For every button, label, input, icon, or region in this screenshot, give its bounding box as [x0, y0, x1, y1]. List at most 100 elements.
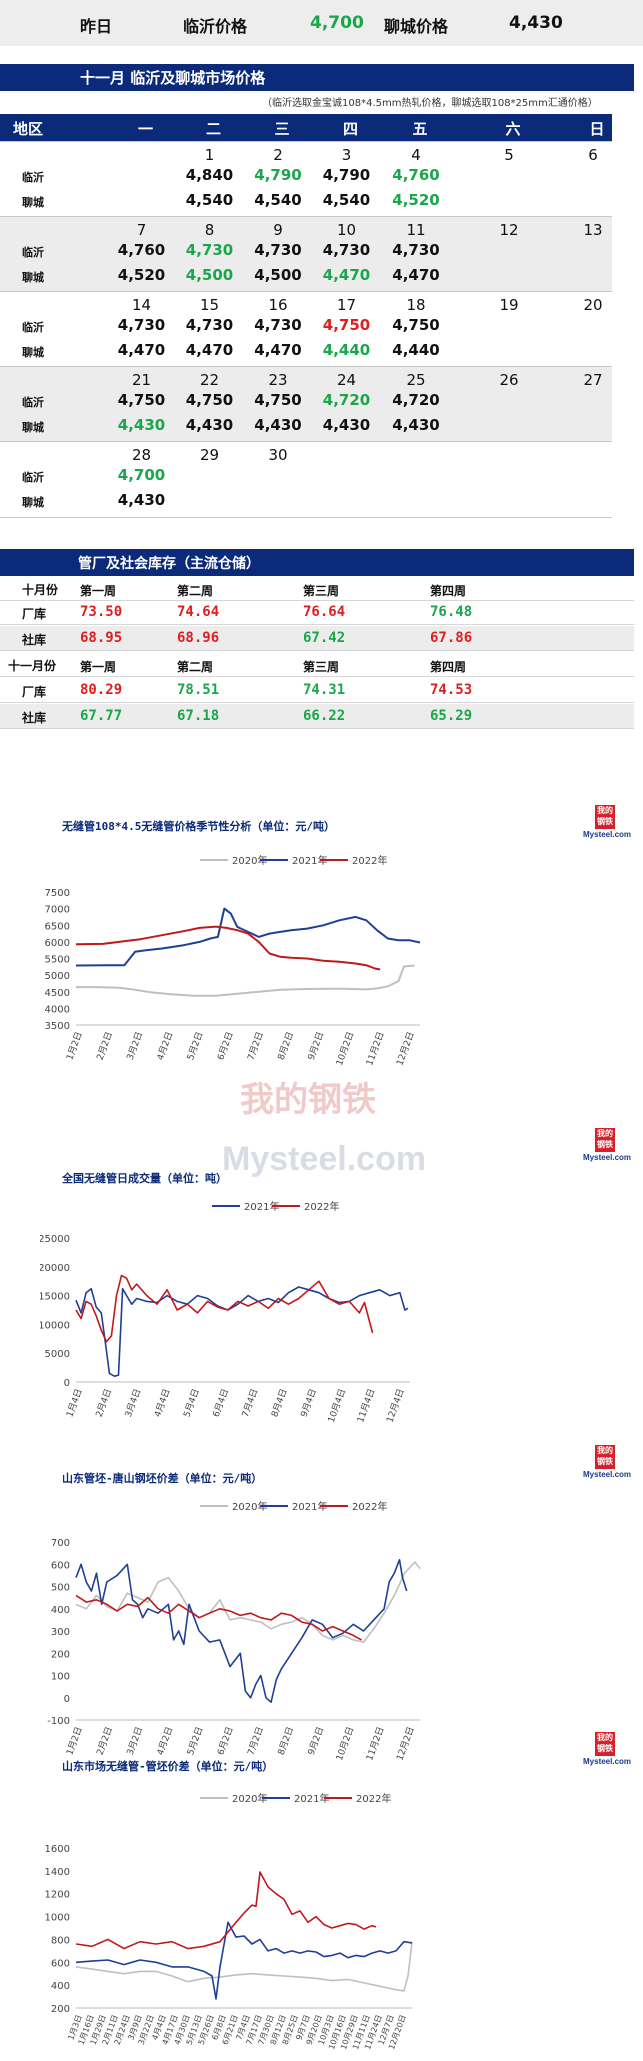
- inventory-row-label: 厂库: [22, 607, 47, 621]
- x-tick-label: 12月2日: [394, 1725, 416, 1760]
- y-tick-label: 600: [51, 1560, 70, 1571]
- series-line: [75, 907, 421, 967]
- calendar-price-linyi: 4,750: [322, 316, 371, 334]
- calendar-price-liaocheng: 4,430: [322, 416, 371, 434]
- inventory-cell: 76.48: [430, 604, 473, 620]
- y-tick-label: 4500: [45, 988, 70, 999]
- x-tick-label: 2月4日: [94, 1387, 114, 1418]
- legend-label: 2020年: [232, 1792, 267, 1805]
- legend-label: 2021年: [292, 854, 327, 867]
- summary-liaocheng-label: 聊城价格: [384, 17, 449, 36]
- inventory-cell: 第一周: [80, 660, 117, 674]
- inventory-row-divider: [0, 624, 634, 625]
- calendar-day: 3: [341, 146, 352, 164]
- inventory-cell: 74.53: [430, 682, 473, 698]
- chart2-title: 全国无缝管日成交量（单位：吨）: [62, 1172, 227, 1185]
- series-line: [75, 1286, 409, 1377]
- calendar-week-bg: [0, 216, 612, 291]
- y-tick-label: 7000: [45, 905, 70, 916]
- series-line: [75, 1561, 421, 1643]
- y-tick-label: -100: [47, 1716, 70, 1727]
- calendar-price-linyi: 4,750: [117, 391, 166, 409]
- calendar-price-liaocheng: 4,440: [392, 341, 440, 359]
- x-tick-label: 10月2日: [334, 1030, 356, 1067]
- chart1-title: 无缝管108*4.5无缝管价格季节性分析（单位：元/吨）: [62, 820, 335, 833]
- calendar-city-label: 临沂: [22, 171, 44, 184]
- series-line: [75, 1594, 362, 1641]
- x-tick-label: 4月4日: [152, 1387, 172, 1418]
- calendar-day: 17: [336, 296, 357, 314]
- calendar-city-label: 聊城: [22, 421, 44, 434]
- calendar-price-linyi: 4,730: [322, 241, 371, 259]
- y-tick-label: 500: [51, 1583, 70, 1594]
- inventory-cell: 第二周: [177, 584, 214, 598]
- watermark-en: Mysteel.com: [222, 1140, 427, 1178]
- calendar-day: 1: [204, 146, 215, 164]
- y-tick-label: 20000: [40, 1263, 70, 1274]
- calendar-day: 12: [499, 221, 519, 239]
- x-tick-label: 10月2日: [334, 1725, 356, 1760]
- calendar-day: 8: [204, 221, 215, 239]
- calendar-price-linyi: 4,790: [322, 166, 371, 184]
- calendar-price-liaocheng: 4,500: [185, 266, 234, 284]
- inventory-row-label: 十月份: [22, 583, 59, 597]
- x-tick-label: 12月4日: [384, 1387, 406, 1424]
- inventory-row-label: 厂库: [22, 685, 47, 699]
- y-tick-label: 10000: [40, 1320, 70, 1331]
- inventory-title-bar: [0, 549, 634, 576]
- inventory-title: 管厂及社会库存（主流仓储）: [78, 556, 260, 572]
- calendar-header-3: 三: [274, 120, 290, 138]
- y-tick-label: 200: [51, 2004, 70, 2015]
- calendar-price-linyi: 4,700: [117, 466, 166, 484]
- inventory-cell: 68.95: [80, 630, 123, 646]
- x-tick-label: 6月2日: [215, 1725, 235, 1756]
- x-tick-label: 8月2日: [276, 1725, 296, 1756]
- x-tick-label: 7月4日: [240, 1387, 260, 1418]
- calendar-price-liaocheng: 4,520: [117, 266, 166, 284]
- inventory-cell: 第一周: [80, 584, 117, 598]
- logo-box: 我的钢铁: [595, 805, 615, 829]
- calendar-price-liaocheng: 4,470: [392, 266, 440, 284]
- calendar-title-bar: [0, 64, 634, 91]
- calendar-city-label: 聊城: [22, 271, 44, 284]
- calendar-price-liaocheng: 4,430: [254, 416, 302, 434]
- calendar-city-label: 临沂: [22, 471, 44, 484]
- calendar-week-bg: [0, 366, 612, 441]
- y-tick-label: 5000: [45, 971, 70, 982]
- watermark-cn: 我的钢铁: [240, 1081, 376, 1119]
- inventory-row-divider: [0, 600, 634, 601]
- calendar-day: 6: [588, 146, 598, 164]
- calendar-day: 29: [199, 446, 220, 464]
- calendar-day: 30: [268, 446, 288, 464]
- calendar-day: 16: [268, 296, 288, 314]
- inventory-cell: 74.64: [177, 604, 220, 620]
- x-tick-label: 5月2日: [185, 1725, 205, 1756]
- chart-billet-spread: 2020年 2021年 2022年 -100 0 100 200 300 400 500 600 70…: [47, 1500, 421, 1760]
- inventory-cell: 67.42: [303, 630, 346, 646]
- x-tick-label: 3月2日: [125, 1725, 145, 1756]
- calendar-day: 27: [583, 371, 603, 389]
- calendar-price-linyi: 4,760: [392, 166, 440, 184]
- series-line: [75, 1941, 413, 1992]
- calendar-row-divider: [0, 366, 612, 367]
- calendar-header-5: 五: [412, 120, 428, 138]
- calendar-price-liaocheng: 4,540: [185, 191, 234, 209]
- inventory-row-bg: [0, 626, 634, 650]
- y-tick-label: 6500: [45, 921, 70, 932]
- calendar-day: 14: [131, 296, 152, 314]
- calendar-price-linyi: 4,730: [254, 316, 302, 334]
- x-tick-label: 9月4日: [299, 1387, 319, 1418]
- legend-label: 2022年: [352, 1500, 387, 1513]
- calendar-city-label: 聊城: [22, 196, 44, 209]
- summary-linyi-value: 4,700: [310, 13, 364, 33]
- calendar-city-label: 聊城: [22, 346, 44, 359]
- calendar-day: 7: [136, 221, 147, 239]
- calendar-header-7: 日: [589, 120, 605, 138]
- calendar-day: 10: [336, 221, 357, 239]
- x-tick-label: 12月2日: [394, 1030, 416, 1067]
- calendar-price-liaocheng: 4,520: [392, 191, 440, 209]
- y-tick-label: 1200: [45, 1890, 70, 1901]
- series-line: [75, 1871, 377, 1950]
- x-tick-label: 9月2日: [306, 1725, 326, 1756]
- y-tick-label: 600: [51, 1958, 70, 1969]
